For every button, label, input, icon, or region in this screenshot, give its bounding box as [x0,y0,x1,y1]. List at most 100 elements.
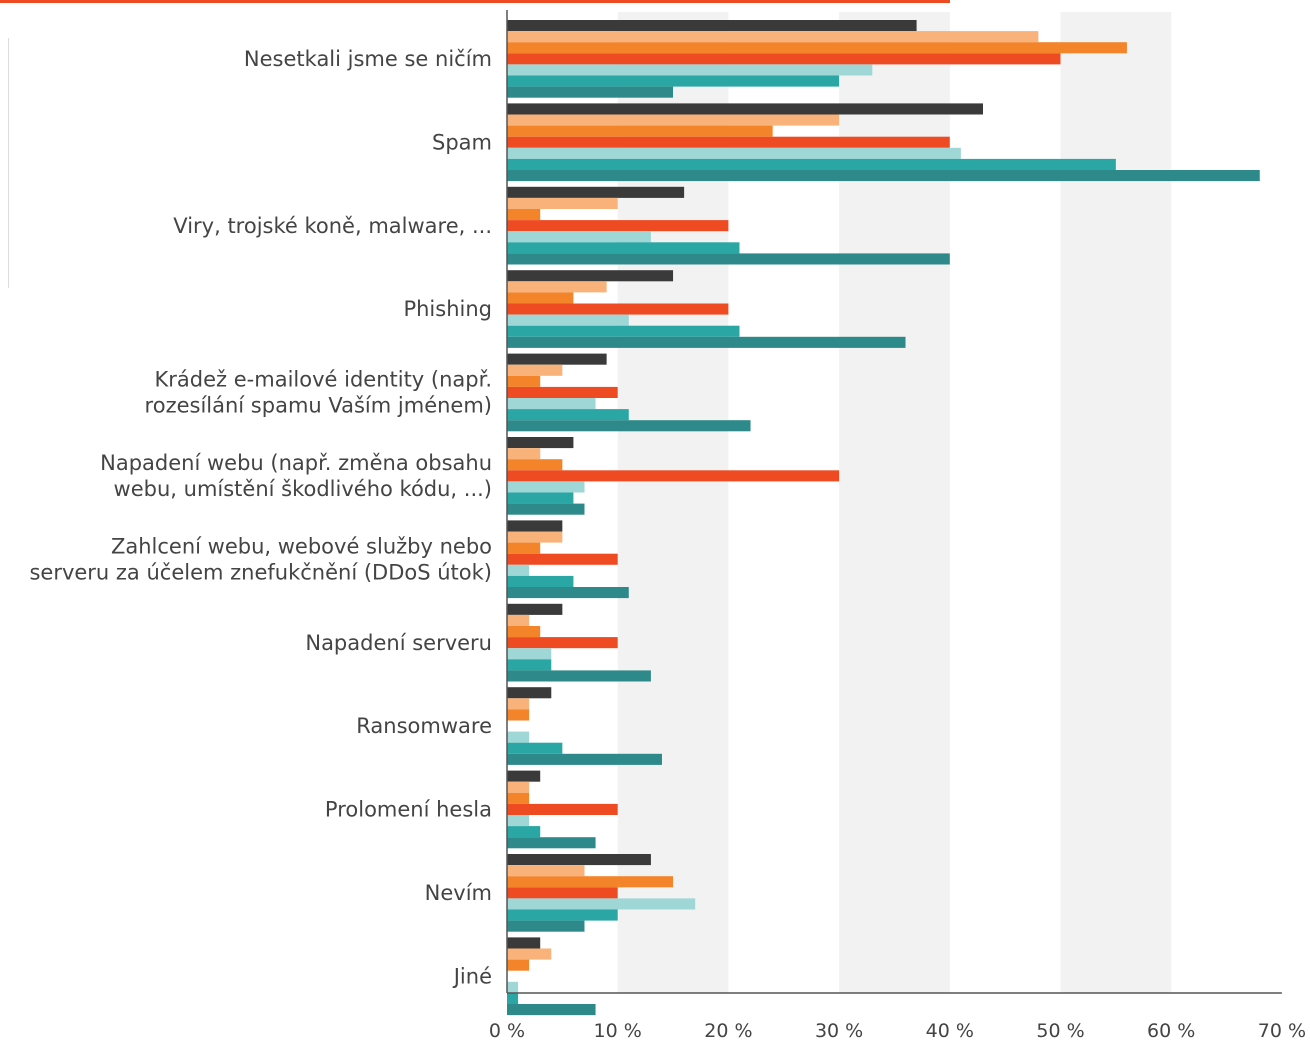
bar [507,981,519,993]
bar [507,781,530,793]
bar [507,698,530,710]
bar [507,670,651,682]
bar [507,386,618,398]
category-label: Nevím [425,881,492,905]
bar [507,731,530,743]
bar [507,86,674,98]
bar [507,470,840,482]
bar [507,31,1039,43]
bar [507,270,674,282]
bar [507,336,906,348]
bar [507,687,552,699]
bar [507,948,552,960]
x-tick-label: 40 % [926,1020,974,1042]
bar [507,147,961,159]
bar [507,837,596,849]
bars [507,20,1260,1016]
bar [507,920,585,932]
bar [507,375,541,387]
bar [507,481,585,493]
bar [507,898,696,910]
bar [507,603,563,615]
bar [507,242,740,254]
x-tick-label: 0 % [489,1020,525,1042]
x-tick-label: 60 % [1147,1020,1195,1042]
bar [507,53,1061,65]
category-label: Prolomení hesla [325,798,492,822]
bar [507,909,618,921]
bar [507,520,563,532]
bar [507,959,530,971]
bar [507,803,618,815]
category-label: Viry, trojské koně, malware, ... [173,214,492,238]
category-label: Ransomware [356,714,492,738]
category-label: Zahlcení webu, webové služby nebo serveru… [29,534,492,584]
bar [507,20,917,32]
bar [507,992,519,1004]
bar [507,815,530,827]
x-tick-label: 70 % [1258,1020,1306,1042]
bar [507,398,596,410]
bar [507,170,1260,182]
bar [507,1004,596,1016]
top-accent-line [0,0,950,3]
bar [507,292,574,304]
bar [507,459,563,471]
bar [507,197,618,209]
bar [507,503,585,515]
bar [507,314,629,326]
x-tick-label: 50 % [1036,1020,1084,1042]
bar [507,876,674,888]
bar [507,854,651,866]
bar [507,114,840,126]
bar [507,253,950,265]
x-tick-label: 20 % [704,1020,752,1042]
bar [507,492,574,504]
x-tick-label: 30 % [815,1020,863,1042]
bar [507,614,530,626]
category-label: Jiné [452,964,492,988]
bar [507,220,729,232]
x-tick-labels: 0 % 10 % 20 % 30 % 40 % 50 % 60 % 70 % [489,1020,1306,1042]
bar [507,709,530,721]
bar [507,770,541,782]
category-label: Napadení webu (např. změna obsahu webu, u… [100,451,492,501]
bar [507,136,950,148]
bar [507,648,552,660]
bar [507,64,873,76]
bar [507,587,629,599]
bar [507,125,773,137]
bar [507,792,530,804]
bar [507,409,629,421]
bar [507,364,563,376]
bar [507,531,563,543]
category-label: Phishing [403,297,492,321]
bar [507,742,563,754]
bar [507,865,585,877]
bar [507,209,541,221]
bar [507,553,618,565]
bar [507,575,574,587]
bar [507,626,541,638]
bar [507,325,740,337]
bar [507,753,662,765]
bar [507,542,541,554]
bar [507,937,541,949]
bar [507,103,984,115]
bar [507,281,607,293]
category-label: Spam [432,130,492,154]
bar [507,353,607,365]
bar [507,186,685,198]
category-labels: Nesetkali jsme se ničím Spam Viry, trojské… [29,47,492,988]
bar [507,887,618,899]
bar [507,303,729,315]
bar [507,420,751,432]
bar [507,437,574,449]
x-tick-label: 10 % [594,1020,642,1042]
category-label: Nesetkali jsme se ničím [244,47,492,71]
bar [507,637,618,649]
bar [507,564,530,576]
bar [507,448,541,460]
bar [507,158,1116,170]
